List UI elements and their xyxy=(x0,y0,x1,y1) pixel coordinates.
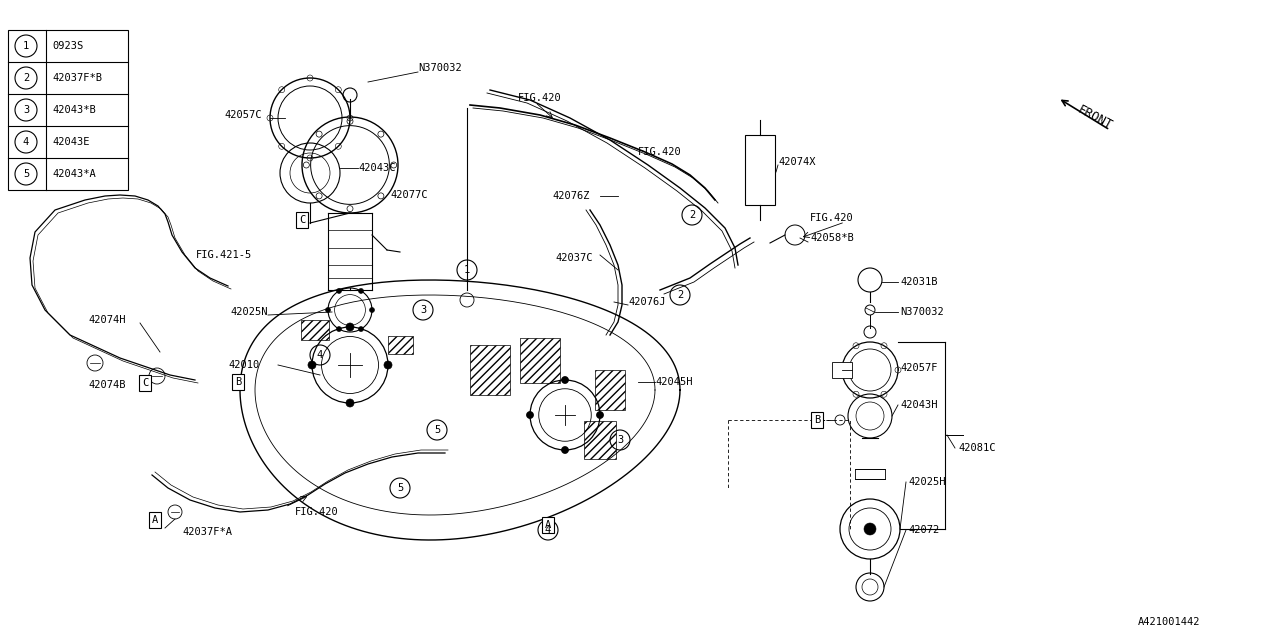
Text: 42077C: 42077C xyxy=(390,190,428,200)
Text: 3: 3 xyxy=(23,105,29,115)
Text: 4: 4 xyxy=(545,525,552,535)
Text: 42074X: 42074X xyxy=(778,157,815,167)
Bar xyxy=(745,135,774,205)
Text: 42072: 42072 xyxy=(908,525,940,535)
Text: 42043H: 42043H xyxy=(900,400,937,410)
Text: FRONT: FRONT xyxy=(1075,104,1114,132)
Text: N370032: N370032 xyxy=(900,307,943,317)
Text: 42037C: 42037C xyxy=(556,253,593,263)
Bar xyxy=(8,30,128,190)
Text: FIG.421-5: FIG.421-5 xyxy=(196,250,252,260)
Bar xyxy=(301,320,329,340)
Text: 1: 1 xyxy=(23,41,29,51)
Text: 2: 2 xyxy=(677,290,684,300)
Text: A: A xyxy=(545,520,552,530)
Bar xyxy=(584,421,616,459)
Circle shape xyxy=(384,361,392,369)
Circle shape xyxy=(337,326,342,332)
Text: 42045H: 42045H xyxy=(655,377,692,387)
Circle shape xyxy=(346,323,355,331)
Text: 42037F*A: 42037F*A xyxy=(182,527,232,537)
Text: FIG.420: FIG.420 xyxy=(810,213,854,223)
Text: N370032: N370032 xyxy=(419,63,462,73)
Text: FIG.420: FIG.420 xyxy=(637,147,682,157)
Text: B: B xyxy=(814,415,820,425)
Circle shape xyxy=(562,447,568,454)
Circle shape xyxy=(358,289,364,294)
Text: FIG.420: FIG.420 xyxy=(294,507,339,517)
Text: 42025H: 42025H xyxy=(908,477,946,487)
Text: 42043*B: 42043*B xyxy=(52,105,96,115)
Text: 4: 4 xyxy=(23,137,29,147)
Text: 1: 1 xyxy=(463,265,470,275)
Text: 42043*A: 42043*A xyxy=(52,169,96,179)
Text: C: C xyxy=(298,215,305,225)
Text: 42076J: 42076J xyxy=(628,297,666,307)
Text: 42081C: 42081C xyxy=(957,443,996,453)
Text: 42037F*B: 42037F*B xyxy=(52,73,102,83)
Circle shape xyxy=(346,399,355,407)
Text: A421001442: A421001442 xyxy=(1138,617,1201,627)
Circle shape xyxy=(358,326,364,332)
Circle shape xyxy=(337,289,342,294)
Text: FIG.420: FIG.420 xyxy=(518,93,562,103)
Text: 42025N: 42025N xyxy=(230,307,268,317)
Text: 42058*B: 42058*B xyxy=(810,233,854,243)
Bar xyxy=(595,370,625,410)
Text: 42057F: 42057F xyxy=(900,363,937,373)
Text: 5: 5 xyxy=(397,483,403,493)
Circle shape xyxy=(596,412,603,419)
Circle shape xyxy=(562,376,568,383)
Bar xyxy=(855,469,884,479)
Text: 42057C: 42057C xyxy=(224,110,261,120)
Text: 5: 5 xyxy=(434,425,440,435)
Text: 3: 3 xyxy=(420,305,426,315)
Text: 42043C: 42043C xyxy=(358,163,396,173)
Text: 2: 2 xyxy=(689,210,695,220)
Text: C: C xyxy=(142,378,148,388)
Circle shape xyxy=(526,412,534,419)
Text: 42074H: 42074H xyxy=(88,315,125,325)
Bar xyxy=(520,337,561,383)
Bar xyxy=(470,345,509,395)
Text: 42010: 42010 xyxy=(228,360,260,370)
Text: 42043E: 42043E xyxy=(52,137,90,147)
Text: 42031B: 42031B xyxy=(900,277,937,287)
Text: 42076Z: 42076Z xyxy=(552,191,590,201)
Text: 5: 5 xyxy=(23,169,29,179)
Text: 42074B: 42074B xyxy=(88,380,125,390)
Text: 2: 2 xyxy=(23,73,29,83)
Circle shape xyxy=(308,361,316,369)
Text: A: A xyxy=(152,515,159,525)
Bar xyxy=(388,336,412,354)
Text: B: B xyxy=(234,377,241,387)
Text: 0923S: 0923S xyxy=(52,41,83,51)
Circle shape xyxy=(370,307,375,312)
Text: 3: 3 xyxy=(617,435,623,445)
Bar xyxy=(832,362,852,378)
Circle shape xyxy=(864,523,876,535)
Text: 4: 4 xyxy=(317,350,323,360)
Circle shape xyxy=(325,307,330,312)
